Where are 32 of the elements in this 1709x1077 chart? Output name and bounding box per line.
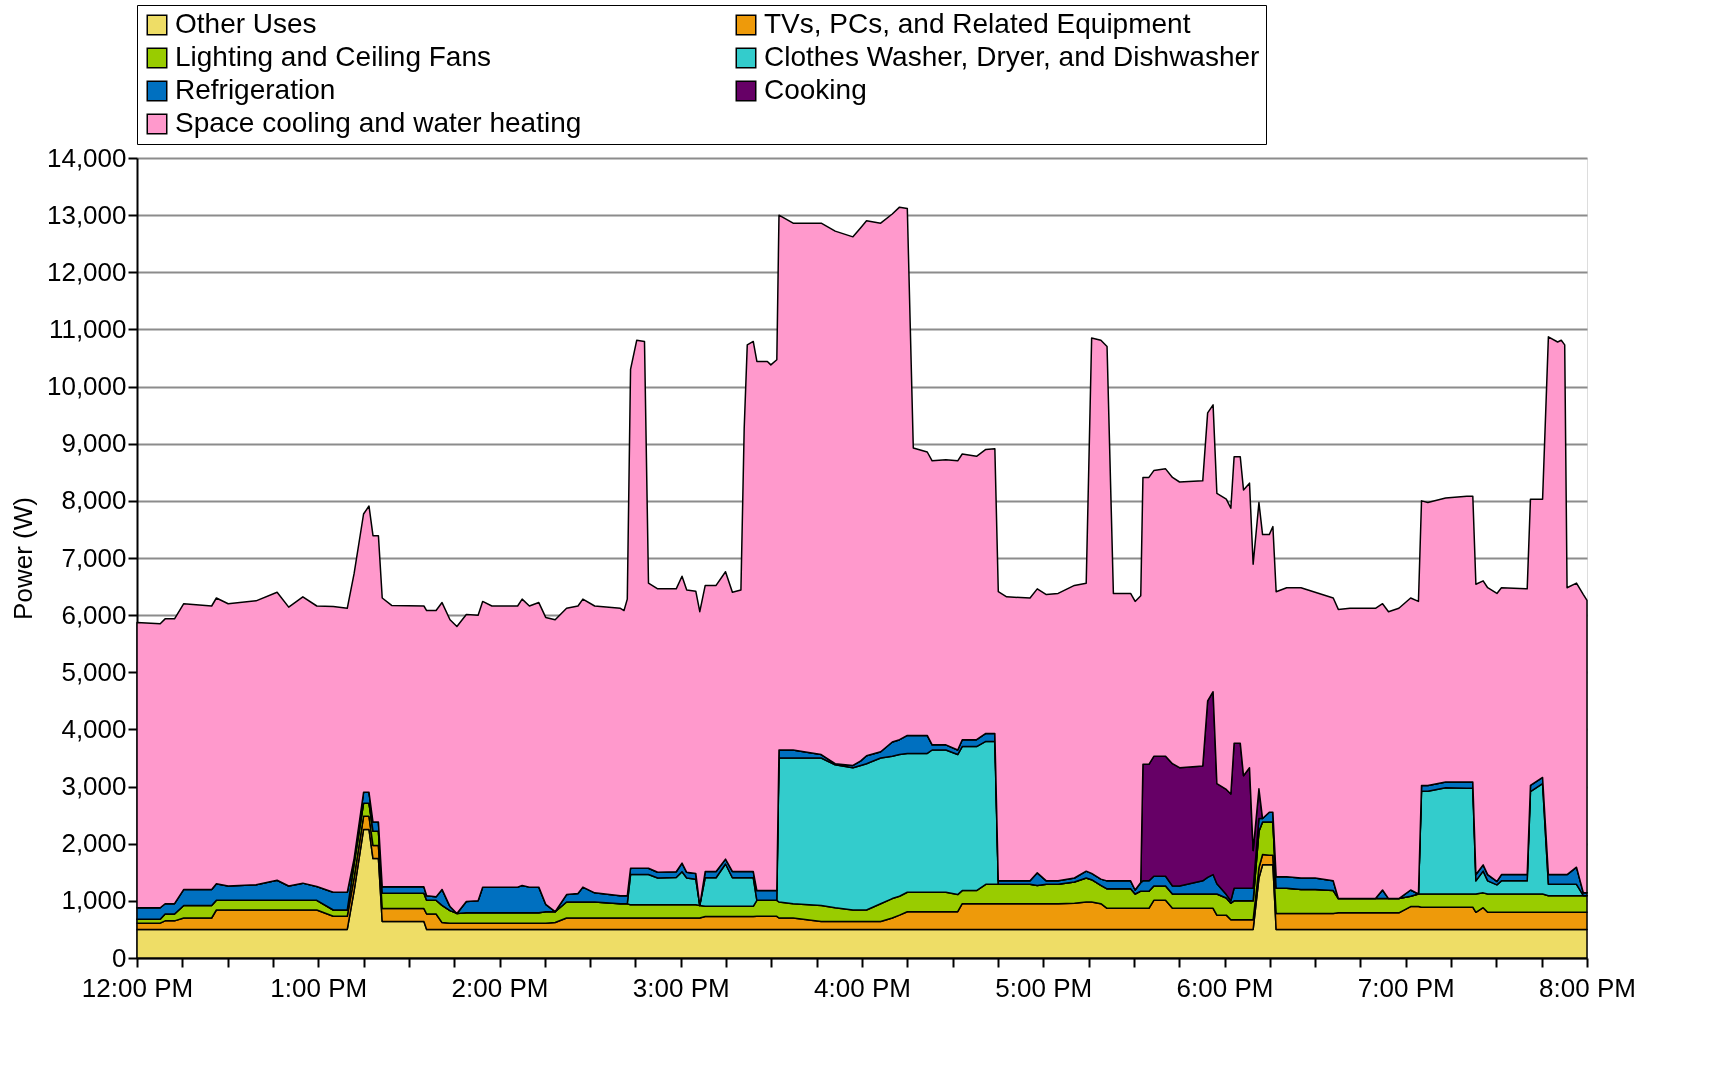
x-tick-label: 12:00 PM [81,972,194,1003]
x-tick-label: 8:00 PM [1539,972,1636,1003]
y-tick-label: 1,000 [61,885,127,916]
x-tick-label: 6:00 PM [1176,972,1274,1003]
y-tick-label: 14,000 [46,142,127,173]
y-tick-label: 11,000 [48,313,127,344]
y-tick-label: 10,000 [46,371,127,402]
y-tick-label: 0 [112,942,127,973]
y-tick-label: 7,000 [61,542,127,573]
x-tick-label: 1:00 PM [270,972,368,1003]
legend-label: TVs, PCs, and Related Equipment [764,8,1191,39]
x-tick-label: 2:00 PM [451,972,549,1003]
legend-label: Cooking [764,74,867,105]
y-tick-label: 13,000 [46,199,127,230]
legend-label: Other Uses [175,8,317,39]
legend-label: Refrigeration [175,74,336,105]
y-tick-label: 12,000 [46,256,127,287]
y-tick-label: 4,000 [61,713,127,744]
y-tick-label: 5,000 [61,656,127,687]
x-tick-label: 7:00 PM [1357,972,1455,1003]
x-tick-label: 4:00 PM [814,972,911,1003]
x-tick-label: 3:00 PM [632,972,730,1003]
legend-label: Clothes Washer, Dryer, and Dishwasher [764,41,1260,72]
legend-label: Space cooling and water heating [175,107,582,138]
y-tick-label: 2,000 [61,828,127,859]
y-tick-label: 9,000 [61,428,127,459]
y-axis-title: Power (W) [7,497,38,620]
x-tick-label: 5:00 PM [995,972,1093,1003]
legend-label: Lighting and Ceiling Fans [175,41,491,72]
y-tick-label: 3,000 [61,771,127,802]
y-tick-label: 6,000 [61,599,127,630]
y-tick-label: 8,000 [61,485,127,516]
